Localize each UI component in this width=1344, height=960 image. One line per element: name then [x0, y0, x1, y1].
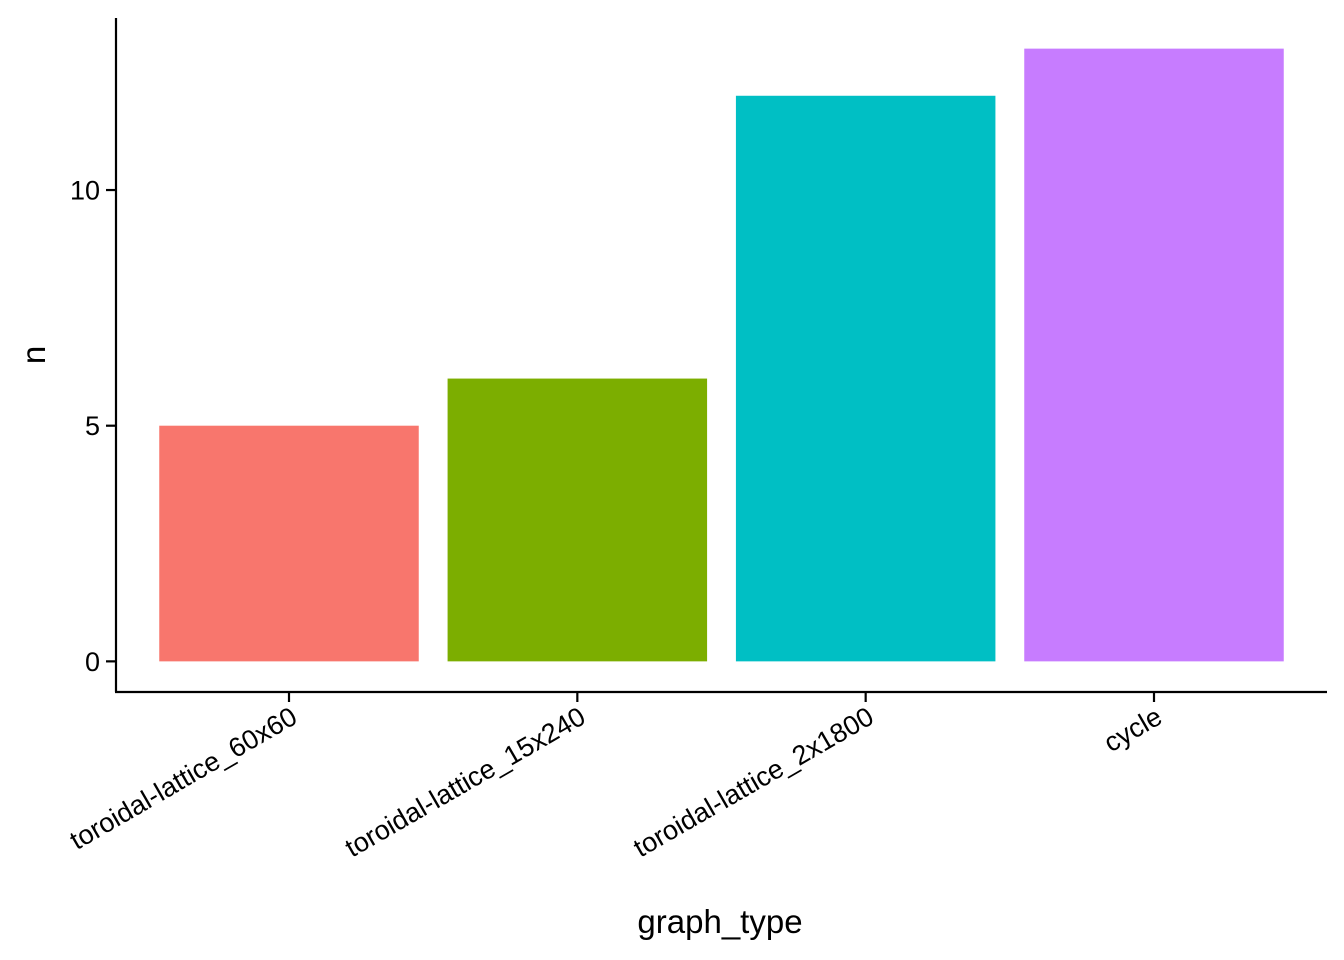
x-tick-label-4: cycle — [1099, 701, 1167, 758]
bars-group — [159, 48, 1284, 662]
x-tick-label-1: toroidal-lattice_60x60 — [65, 701, 302, 855]
bar-3 — [735, 95, 996, 662]
bar-1 — [159, 425, 419, 662]
bar-4 — [1024, 48, 1284, 662]
y-axis: 0 5 10 — [70, 18, 118, 692]
x-ticks: toroidal-lattice_60x60 toroidal-lattice_1… — [65, 692, 1167, 863]
y-ticks: 0 5 10 — [70, 176, 116, 677]
x-axis-title: graph_type — [637, 903, 802, 940]
bar-2 — [447, 378, 708, 662]
y-tick-label-2: 5 — [85, 411, 100, 441]
y-tick-label-3: 10 — [70, 176, 100, 206]
x-axis: toroidal-lattice_60x60 toroidal-lattice_1… — [65, 690, 1327, 863]
x-tick-label-2: toroidal-lattice_15x240 — [340, 701, 590, 863]
x-tick-label-3: toroidal-lattice_2x1800 — [628, 701, 878, 863]
y-axis-title: n — [15, 346, 52, 364]
y-tick-label-1: 0 — [85, 647, 100, 677]
